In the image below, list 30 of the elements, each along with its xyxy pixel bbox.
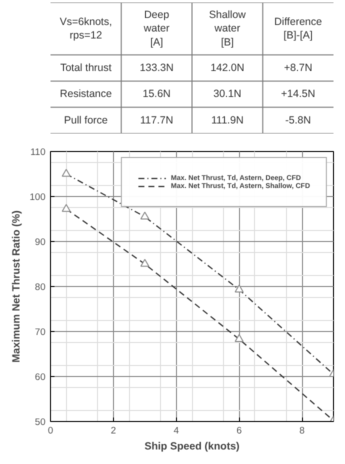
x-axis-title: Ship Speed (knots) <box>144 440 240 452</box>
category-label: Resistance <box>60 88 112 100</box>
x-tick-label: 0 <box>48 426 54 436</box>
text: 142.0N <box>210 62 244 74</box>
text: -5.8N <box>285 114 311 126</box>
text: +8.7N <box>284 62 312 74</box>
category-label: Total thrust <box>60 62 112 74</box>
x-tick-label: 4 <box>174 426 179 436</box>
category-label: Shallow water [B] <box>208 8 246 48</box>
y-tick-label: 70 <box>34 327 46 338</box>
category-label: Vs=6knots, rps=12 <box>60 16 112 42</box>
text: 30.1N <box>213 88 242 100</box>
y-tick-label: 50 <box>34 417 46 428</box>
category-label: Deep water [A] <box>142 8 170 48</box>
x-tick-label: 8 <box>299 426 305 436</box>
x-tick-label: 2 <box>110 426 116 436</box>
x-tick-label: 6 <box>236 426 242 436</box>
y-tick-label: 90 <box>34 237 46 248</box>
text: 15.6N <box>142 88 171 100</box>
category-label: Pull force <box>64 114 108 126</box>
text: +14.5N <box>281 88 316 100</box>
text: 111.9N <box>211 114 244 126</box>
y-axis-title: Maximum Net Thrust Ratio (%) <box>10 210 23 363</box>
y-tick-label: 110 <box>30 147 46 158</box>
category-label: Difference [B]-[A] <box>274 16 322 42</box>
text: 133.3N <box>140 62 174 74</box>
y-tick-label: 80 <box>34 282 46 293</box>
y-tick-label: 100 <box>30 192 46 203</box>
y-tick-label: 60 <box>34 372 46 383</box>
text: 117.7N <box>140 114 174 126</box>
